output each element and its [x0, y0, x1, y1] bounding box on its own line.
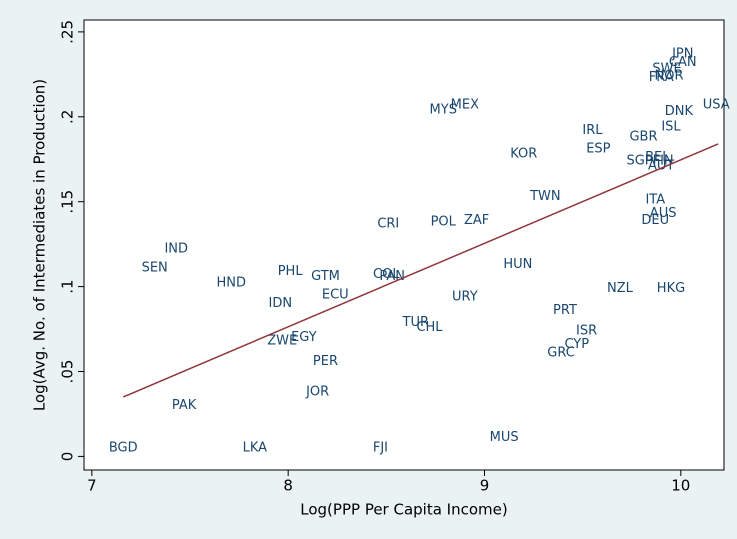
- point-label: JPN: [671, 46, 693, 61]
- point-label: TWN: [529, 189, 561, 204]
- point-label: LKA: [243, 440, 268, 455]
- point-label: MUS: [490, 430, 519, 445]
- point-label: POL: [431, 215, 457, 230]
- point-label: CHL: [416, 320, 443, 335]
- point-label: COL: [373, 267, 400, 282]
- y-tick-label: .15: [59, 190, 77, 214]
- point-label: AUS: [650, 206, 677, 221]
- point-label: FJI: [373, 440, 388, 455]
- point-label: ZWE: [267, 333, 297, 348]
- point-label: ECU: [322, 288, 349, 303]
- point-label: EGY: [291, 330, 317, 345]
- y-tick-label: 0: [59, 452, 77, 462]
- x-axis-title: Log(PPP Per Capita Income): [300, 501, 507, 519]
- point-label: IND: [164, 242, 188, 257]
- point-label: ESP: [586, 142, 610, 157]
- point-label: NOR: [655, 69, 684, 84]
- y-tick-label: .25: [59, 20, 77, 44]
- point-label: BGD: [109, 440, 138, 455]
- x-tick-label: 8: [283, 477, 293, 495]
- point-label: GRC: [547, 345, 575, 360]
- point-label: CRI: [377, 216, 399, 231]
- point-label: HND: [216, 276, 246, 291]
- point-label: PRT: [553, 303, 577, 318]
- point-label: URY: [452, 289, 478, 304]
- point-label: DNK: [665, 104, 694, 119]
- point-label: CAN: [669, 55, 697, 70]
- point-label: AUT: [648, 159, 674, 174]
- point-label: SEN: [142, 260, 168, 275]
- point-label: KOR: [510, 147, 537, 162]
- point-label: SWE: [652, 62, 681, 77]
- point-label: ISR: [576, 323, 597, 338]
- point-label: MYS: [430, 103, 457, 118]
- y-tick-label: .1: [59, 279, 77, 293]
- y-axis-title: Log(Avg. No. of Intermediates in Product…: [31, 79, 49, 411]
- fit-line: [122, 143, 719, 398]
- point-label: HKG: [657, 281, 685, 296]
- point-label: TUR: [402, 315, 430, 330]
- point-label: NZL: [607, 281, 634, 296]
- point-label: ITA: [645, 193, 665, 208]
- point-label: FRA: [649, 70, 674, 85]
- point-label: IDN: [269, 296, 293, 311]
- point-label: GTM: [311, 269, 340, 284]
- y-tick-label: .05: [59, 360, 77, 384]
- point-label: PHL: [278, 264, 304, 279]
- point-label: PER: [313, 354, 338, 369]
- y-tick-label: .2: [59, 110, 77, 124]
- point-label: ZAF: [464, 213, 489, 228]
- point-label: BEL: [645, 150, 670, 165]
- point-label: PAN: [379, 269, 405, 284]
- point-label: MEX: [451, 97, 479, 112]
- point-label: JOR: [305, 384, 329, 399]
- point-label: PAK: [172, 398, 197, 413]
- x-tick-label: 9: [480, 477, 490, 495]
- point-label: SGP: [626, 153, 652, 168]
- x-tick-label: 10: [671, 477, 690, 495]
- point-label: IRL: [582, 123, 603, 138]
- point-label: CYP: [564, 337, 589, 352]
- point-label: HUN: [503, 257, 532, 272]
- point-label: GBR: [629, 130, 657, 145]
- plot-area: [83, 19, 725, 471]
- point-label: DEU: [641, 213, 669, 228]
- point-label: USA: [703, 97, 730, 112]
- point-label: ISL: [661, 119, 681, 134]
- x-tick-label: 7: [87, 477, 97, 495]
